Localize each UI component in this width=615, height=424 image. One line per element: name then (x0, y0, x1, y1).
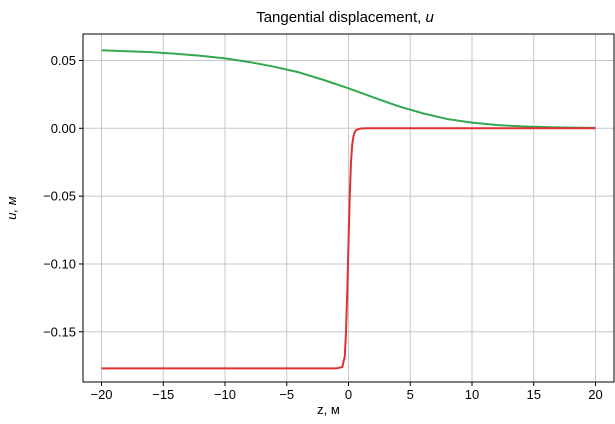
y-tick-label: 0.05 (51, 53, 76, 68)
series-layer (101, 49, 596, 370)
x-tick-label: 5 (407, 387, 414, 402)
x-axis-label: z, м (317, 402, 340, 417)
series-line-1 (101, 49, 596, 129)
x-tick-label: −5 (279, 387, 294, 402)
y-axis-label: u, м (4, 196, 19, 219)
chart-title: Tangential displacement, u (256, 9, 434, 26)
x-tick-label: 10 (465, 387, 479, 402)
ticks: −20 −15 −10 −5 0 5 10 15 20 0.05 0.00 −0.05 −0.10 −0.… (43, 53, 603, 402)
chart-title-text: Tangential displacement, (256, 9, 421, 26)
x-tick-label: −10 (214, 387, 236, 402)
x-tick-label: −15 (152, 387, 174, 402)
x-tick-label: 0 (345, 387, 352, 402)
chart-title-symbol: u (425, 9, 434, 26)
x-tick-label: 15 (526, 387, 540, 402)
y-tick-label: −0.10 (43, 256, 76, 271)
y-tick-label: 0.00 (51, 121, 76, 136)
x-tick-label: −20 (90, 387, 112, 402)
y-tick-label: −0.05 (43, 189, 76, 204)
series-line-2 (101, 127, 596, 370)
x-tick-label: 20 (588, 387, 602, 402)
y-tick-label: −0.15 (43, 324, 76, 339)
